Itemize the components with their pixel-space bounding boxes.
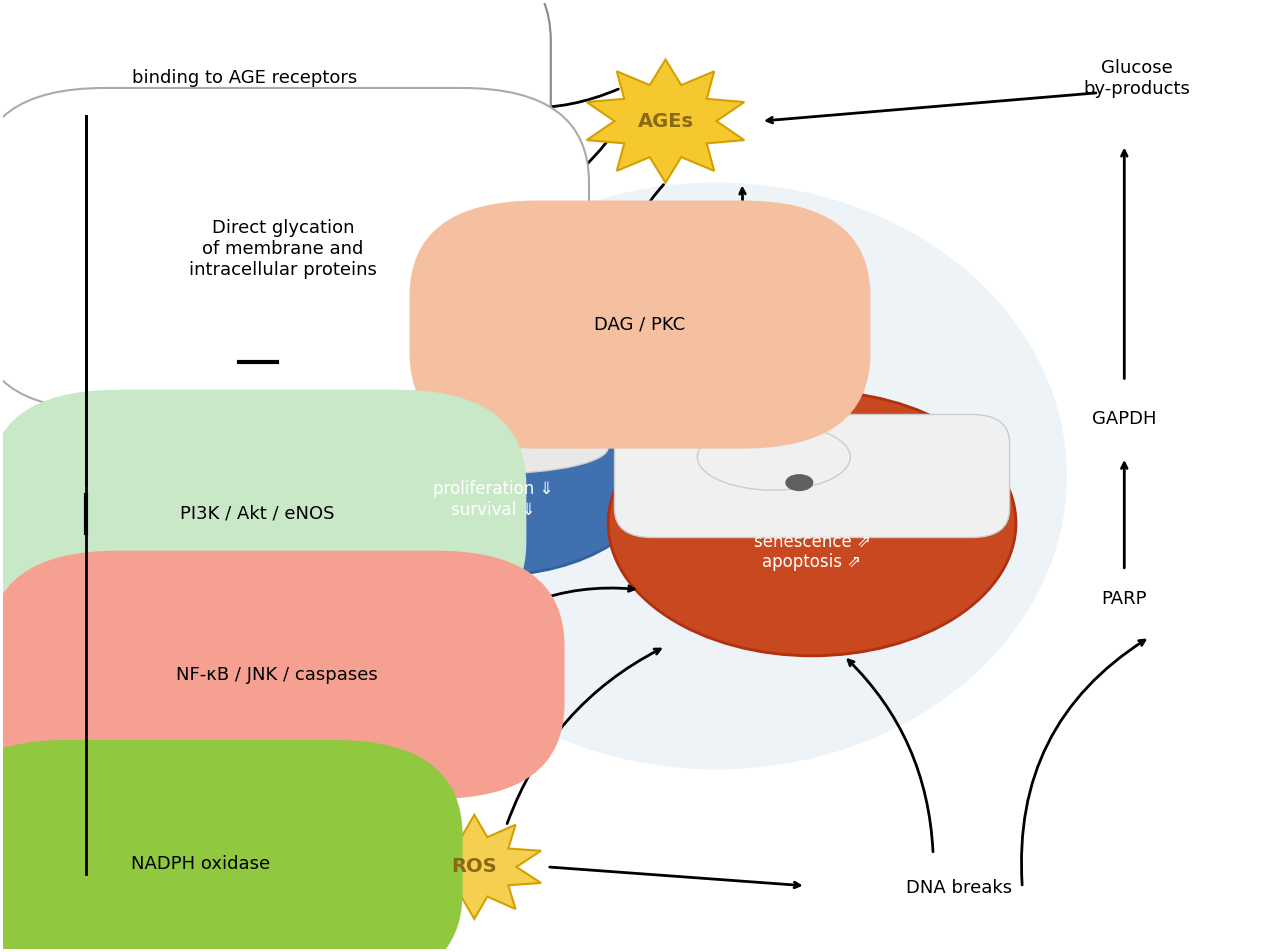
FancyBboxPatch shape <box>0 391 525 637</box>
Text: Direct glycation
of membrane and
intracellular proteins: Direct glycation of membrane and intrace… <box>189 219 378 279</box>
Text: PI3K / Akt / eNOS: PI3K / Akt / eNOS <box>180 505 335 523</box>
Ellipse shape <box>366 183 1068 769</box>
Ellipse shape <box>786 474 813 491</box>
Ellipse shape <box>698 424 850 490</box>
Text: proliferation ⇓
survival ⇓: proliferation ⇓ survival ⇓ <box>433 480 554 519</box>
Text: DNA breaks: DNA breaks <box>905 879 1011 897</box>
Ellipse shape <box>465 439 497 456</box>
Ellipse shape <box>379 422 608 474</box>
Text: PARP: PARP <box>1102 590 1147 608</box>
FancyBboxPatch shape <box>0 88 589 409</box>
Text: NF-κB / JNK / caspases: NF-κB / JNK / caspases <box>175 665 378 684</box>
Text: Glucose
by-products: Glucose by-products <box>1084 59 1190 98</box>
Ellipse shape <box>328 367 659 575</box>
Polygon shape <box>407 815 541 919</box>
Text: binding to AGE receptors: binding to AGE receptors <box>132 69 357 88</box>
Text: DAG / PKC: DAG / PKC <box>594 315 686 333</box>
Ellipse shape <box>497 442 516 453</box>
FancyBboxPatch shape <box>0 552 563 798</box>
Text: AGEs: AGEs <box>637 111 694 130</box>
Polygon shape <box>586 60 744 183</box>
Text: NADPH oxidase: NADPH oxidase <box>131 855 270 873</box>
FancyBboxPatch shape <box>411 202 869 447</box>
Ellipse shape <box>608 391 1016 656</box>
Text: GAPDH: GAPDH <box>1092 410 1157 428</box>
Text: senescence ⇗
apoptosis ⇗: senescence ⇗ apoptosis ⇗ <box>754 532 870 571</box>
FancyBboxPatch shape <box>0 741 462 952</box>
FancyBboxPatch shape <box>0 0 550 211</box>
Text: ROS: ROS <box>452 858 497 877</box>
FancyBboxPatch shape <box>614 414 1010 538</box>
